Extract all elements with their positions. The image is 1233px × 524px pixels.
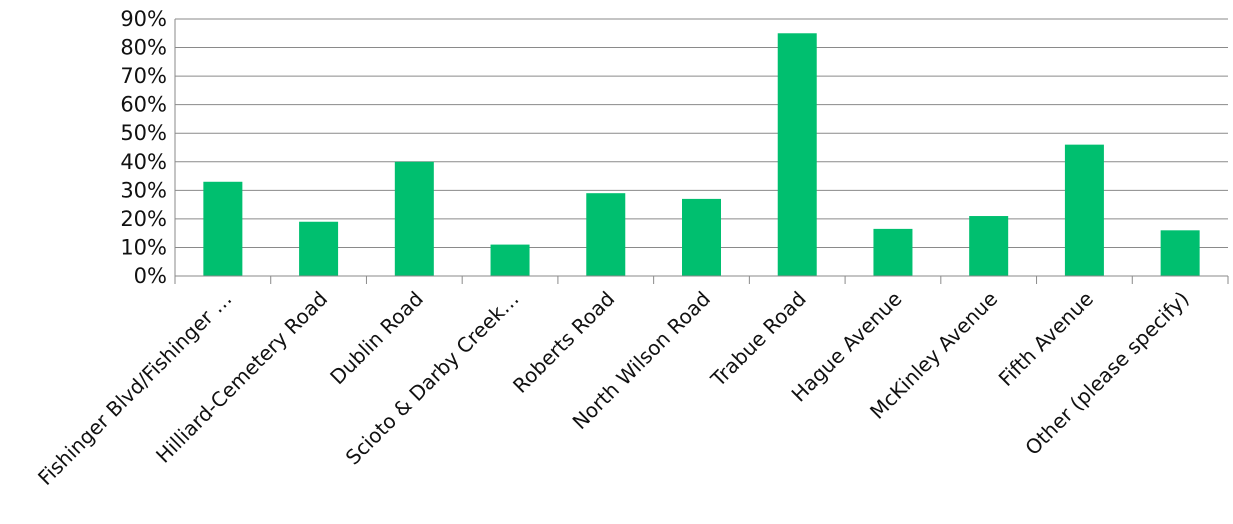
x-tick-label: Fifth Avenue — [994, 287, 1098, 391]
y-tick-label: 60% — [120, 93, 167, 117]
x-tick-label: Scioto & Darby Creek… — [341, 287, 524, 470]
bar — [1160, 230, 1200, 276]
y-axis-tick-labels: 0% 10% 20% 30% 40% 50% 60% 70% 80% 90% — [120, 7, 167, 288]
bar — [873, 228, 913, 276]
axes — [174, 19, 1229, 284]
y-tick-label: 90% — [120, 7, 167, 31]
x-tick-label: Dublin Road — [325, 287, 428, 390]
x-tick-label: Other (please specify) — [1020, 287, 1193, 460]
y-tick-label: 50% — [120, 121, 167, 145]
bar — [777, 33, 817, 277]
bar — [203, 181, 243, 276]
y-tick-label: 10% — [120, 235, 167, 259]
y-tick-label: 70% — [120, 64, 167, 88]
bar-series — [203, 33, 1200, 277]
y-tick-label: 0% — [134, 264, 167, 288]
y-tick-label: 30% — [120, 178, 167, 202]
y-tick-label: 40% — [120, 150, 167, 174]
y-tick-label: 20% — [120, 207, 167, 231]
bar — [969, 216, 1009, 276]
bar — [394, 161, 434, 276]
bar — [1064, 144, 1104, 276]
x-tick-label: Hilliard-Cemetery Road — [151, 287, 332, 468]
bar — [682, 198, 721, 276]
x-tick-label: Trabue Road — [705, 287, 810, 392]
bar — [490, 244, 530, 276]
y-tick-label: 80% — [120, 36, 167, 60]
bar — [299, 221, 339, 276]
x-axis-tick-labels: Fishinger Blvd/Fishinger …Hilliard-Cemet… — [33, 287, 1194, 490]
bar — [586, 193, 626, 276]
gridlines — [175, 18, 1228, 248]
x-tick-label: Fishinger Blvd/Fishinger … — [33, 287, 236, 490]
